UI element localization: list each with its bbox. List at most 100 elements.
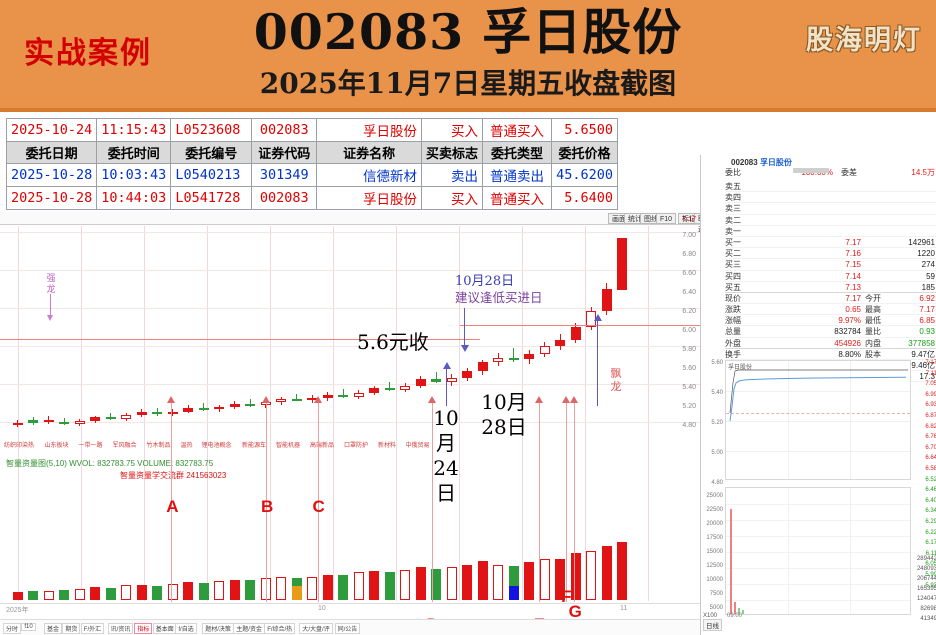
bottom-tab[interactable]: f/自选	[175, 623, 197, 634]
volume-left-tick: 25000	[706, 493, 723, 499]
qianglong-label: 强龙	[46, 274, 56, 295]
volume-left-tick: 7500	[709, 591, 723, 597]
bottom-tab[interactable]: f10	[21, 623, 36, 631]
weibi-bar	[793, 168, 829, 173]
price-tick: 6.80	[682, 251, 696, 258]
candle	[59, 418, 70, 426]
ask-row: 卖一	[725, 226, 936, 237]
intraday-volume-chart[interactable]	[725, 487, 911, 615]
ask-row: 卖五	[725, 181, 936, 193]
sector-label: 山东板块	[44, 443, 69, 449]
candle	[539, 342, 550, 358]
intraday-price-tick: 7.05	[925, 381, 936, 388]
intraday-price-tick: 6.87	[925, 413, 936, 419]
price-tick: 5.40	[682, 384, 696, 391]
bottom-tab[interactable]: F/外汇	[80, 623, 105, 634]
sector-label: 新能源车	[242, 443, 267, 449]
piaolong-label: 飘龙	[610, 367, 622, 393]
advice-note-line-1: 10月28日	[455, 274, 515, 289]
quote-code: 002083	[731, 158, 758, 167]
buy-date-1-line-1: 10月	[433, 406, 459, 455]
stat-row: 外盘 454926 内盘 377858	[725, 338, 936, 349]
volume-right-axis: 289442 248093 206744 165395 124047 82698 41349	[913, 555, 936, 625]
sector-label: 军风融合	[112, 443, 137, 449]
quote-name: 孚日股份	[759, 158, 792, 167]
bottom-tab[interactable]: 主题/资金	[233, 623, 265, 634]
candle	[446, 373, 457, 386]
candle	[431, 371, 442, 384]
chart-toolbar[interactable]: 画面统计图线F10标记联动周期	[0, 212, 700, 234]
price-tick: 6.00	[682, 327, 696, 334]
bottom-tab[interactable]: 大/大盘/评	[299, 623, 333, 634]
candle	[400, 382, 411, 392]
intraday-title: 孚日股份	[728, 365, 753, 371]
stat-row: 换手 8.80% 股本 9.47亿	[725, 349, 936, 360]
candle	[570, 322, 581, 344]
bottom-tab[interactable]: 讯/资讯	[107, 623, 134, 634]
page-header: 实战案例 002083 孚日股份 2025年11月7日星期五收盘截图 股海明灯	[0, 0, 936, 110]
price-tick: 5.20	[682, 403, 696, 410]
price-tick: 6.20	[682, 308, 696, 315]
bottom-tab[interactable]: 指标	[134, 623, 153, 634]
intraday-price-tick: 6.93	[925, 402, 936, 409]
candle	[198, 403, 209, 411]
bottom-tab[interactable]: 基本面	[152, 623, 177, 634]
candle	[555, 334, 566, 351]
volume-bar	[214, 581, 225, 600]
table-cell: 证券名称	[316, 141, 423, 164]
bottom-tab[interactable]: 分时	[3, 623, 22, 634]
bottom-tab[interactable]: 基金	[44, 623, 63, 634]
sector-label: 新材料	[378, 443, 397, 449]
table-row: 2025-10-28 10:44:03 L0541728 002083 孚日股份 买入 普通…	[5, 186, 619, 210]
sector-label: 高端新品	[310, 443, 335, 449]
period-button[interactable]: 日线	[703, 619, 722, 631]
volume-bar-highlight	[291, 586, 302, 600]
intraday-price-tick: 6.52	[925, 476, 936, 483]
price-tick: 5.80	[682, 346, 696, 353]
intraday-price-tick: 6.11	[925, 550, 936, 557]
candle	[415, 376, 426, 389]
buy-date-2: 10月 28日	[480, 390, 528, 440]
marker-arrow	[569, 396, 578, 403]
toolbar-button[interactable]: F10	[656, 213, 677, 224]
buy-date-2-line-2: 28日	[481, 415, 527, 439]
volume-bar	[43, 591, 54, 600]
volume-bar	[338, 574, 349, 600]
kline-chart-panel[interactable]: 画面统计图线F10标记联动周期 7.00 6.80 6.60 6.40 6.20 6.00…	[0, 212, 700, 635]
volume-bar	[353, 572, 364, 600]
table-cell: L0540213	[170, 163, 253, 187]
volume-right-tick: 41349	[920, 616, 936, 622]
bottom-tab-bar[interactable]: 分时 f10 基金 期货 F/外汇 讯/资讯 指标 基本面 f/自选 题材/决策 主题/资金 F/综合…	[0, 619, 700, 635]
intraday-chart[interactable]: 孚日股份	[725, 360, 911, 480]
table-cell: 002083	[251, 118, 318, 142]
marker-arrow	[313, 396, 322, 403]
ask-row: 卖四	[725, 192, 936, 204]
weibi-label: 委比	[725, 168, 741, 177]
bottom-tab[interactable]: F/综合/热	[264, 623, 296, 634]
table-cell: 买入	[421, 118, 484, 142]
intraday-left-axis: 5.60 5.40 5.20 5.00 4.80	[701, 360, 724, 486]
intraday-price-tick: 6.05	[925, 561, 936, 568]
indicator-line-1: 智量资量图(5,10) WVOL: 832783.75 VOLUME: 8327…	[6, 459, 214, 468]
bottom-tab[interactable]: 题材/决策	[202, 623, 234, 634]
bottom-tab[interactable]: 期货	[62, 623, 81, 634]
table-cell: 10:03:43	[96, 163, 172, 187]
candle	[477, 360, 488, 375]
intraday-price-tick: 6.82	[925, 423, 936, 430]
candle	[183, 405, 194, 414]
intraday-price-axis: 7.17 7.11 7.05 6.99 6.93 6.87 6.82 6.76 6.70 6.64…	[913, 360, 936, 595]
brand-badge: 股海明灯	[806, 25, 922, 56]
volume-bar	[415, 567, 426, 600]
table-row: 2025-10-24 11:15:43 L0523608 002083 孚日股份 买入 普通…	[5, 118, 619, 142]
intraday-price-tick: 6.46	[925, 487, 936, 494]
buy-date-1: 10月 24日	[424, 406, 468, 506]
bottom-tab[interactable]: 同/公告	[334, 623, 361, 634]
quote-rows: 卖五 卖四 卖三 卖二 卖一 买一 7.17 142961 买二 7.16 1220 买三 7.15 27…	[725, 181, 936, 383]
toolbar-button[interactable]: 联动	[694, 213, 700, 234]
table-cell: 5.6400	[550, 186, 619, 210]
volume-bar	[508, 566, 519, 600]
table-cell: 2025-10-28	[5, 186, 98, 210]
volume-left-tick: 20000	[706, 521, 723, 527]
bid-row: 买五 7.13 185	[725, 282, 936, 293]
